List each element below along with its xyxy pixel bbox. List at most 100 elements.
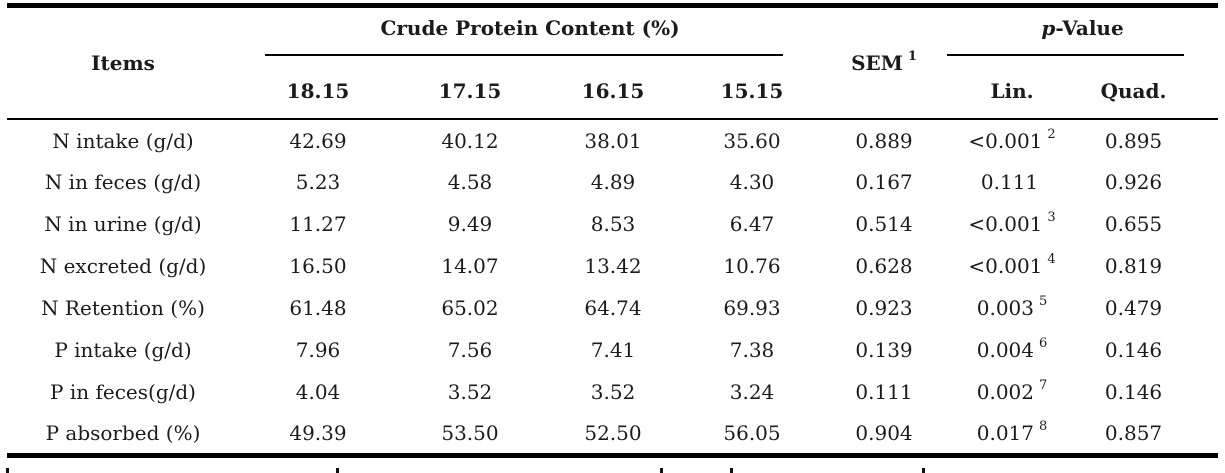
table-body: N intake (g/d) 42.69 40.12 38.01 35.60 0… — [7, 119, 1218, 455]
lin-column-header: Lin. — [947, 63, 1078, 120]
cell-cp2: 7.56 — [447, 338, 493, 362]
row-item-label: N excreted (g/d) — [39, 254, 207, 278]
lin-footnote-marker: 2 — [1047, 126, 1056, 142]
cell-cp4: 7.38 — [729, 338, 775, 362]
sem-label: SEM — [851, 51, 903, 75]
lin-footnote-marker: 3 — [1047, 210, 1056, 226]
sem-footnote-marker: 1 — [907, 49, 917, 65]
table-row: P in feces(g/d) 4.04 3.52 3.52 3.24 0.11… — [7, 371, 1218, 413]
cp-level-header-3: 16.15 — [543, 63, 683, 120]
table-row: N Retention (%) 61.48 65.02 64.74 69.93 … — [7, 287, 1218, 329]
cell-cp1: 42.69 — [289, 128, 347, 153]
cell-cp3: 4.89 — [590, 170, 636, 194]
cell-sem: 0.514 — [855, 212, 913, 236]
cell-cp4: 10.76 — [723, 254, 781, 278]
cell-cp3: 64.74 — [584, 296, 642, 320]
cell-lin: <0.001 2 — [968, 126, 1056, 153]
row-item-label: N intake (g/d) — [52, 128, 194, 153]
cell-cp4: 69.93 — [723, 296, 781, 320]
table-row: P absorbed (%) 49.39 53.50 52.50 56.05 0… — [7, 413, 1218, 455]
cell-sem: 0.904 — [855, 420, 913, 445]
cell-lin: 0.003 5 — [976, 294, 1048, 320]
cell-cp4: 3.24 — [729, 380, 775, 404]
cell-cp3: 3.52 — [590, 380, 636, 404]
cell-cp2: 14.07 — [441, 254, 499, 278]
cell-cp1: 16.50 — [289, 254, 347, 278]
p-value-group-header: p-Value — [947, 6, 1218, 64]
row-item-label: P absorbed (%) — [45, 420, 201, 445]
sem-column-header: SEM 1 — [821, 5, 948, 120]
crude-protein-spanner-rule — [265, 54, 784, 56]
cell-lin: <0.001 4 — [968, 252, 1056, 278]
cell-cp3: 52.50 — [584, 420, 642, 445]
table-row: N in urine (g/d) 11.27 9.49 8.53 6.47 0.… — [7, 203, 1218, 245]
cp-level-header-1: 18.15 — [239, 63, 397, 120]
cell-cp1: 11.27 — [289, 212, 347, 236]
cell-sem: 0.628 — [855, 254, 913, 278]
p-value-spanner-rule — [947, 54, 1185, 56]
table-header: Items Crude Protein Content (%) SEM 1 p-V… — [7, 5, 1219, 120]
lin-footnote-marker: 5 — [1039, 294, 1048, 310]
cell-cp3: 38.01 — [584, 128, 642, 153]
cell-quad: 0.895 — [1104, 128, 1163, 153]
cell-cp4: 56.05 — [723, 420, 781, 445]
cell-sem: 0.111 — [855, 380, 913, 404]
cell-cp2: 3.52 — [447, 380, 493, 404]
p-value-italic-p: p — [1041, 15, 1056, 40]
lin-footnote-marker: 7 — [1039, 378, 1048, 394]
cell-cp2: 40.12 — [441, 128, 499, 153]
row-item-label: N Retention (%) — [41, 296, 205, 320]
table-row: N intake (g/d) 42.69 40.12 38.01 35.60 0… — [7, 119, 1218, 161]
cell-quad: 0.926 — [1104, 170, 1163, 194]
items-column-header: Items — [7, 5, 239, 120]
cell-cp3: 7.41 — [590, 338, 636, 362]
cell-quad: 0.479 — [1104, 296, 1163, 320]
p-value-rest: -Value — [1055, 15, 1124, 40]
crude-protein-group-header: Crude Protein Content (%) — [239, 6, 821, 64]
cell-sem: 0.167 — [855, 170, 913, 194]
crude-protein-group-label: Crude Protein Content (%) — [380, 15, 680, 40]
cell-quad: 0.655 — [1104, 212, 1163, 236]
cell-cp1: 4.04 — [295, 380, 341, 404]
row-item-label: P intake (g/d) — [54, 338, 192, 362]
cell-cp4: 35.60 — [723, 128, 781, 153]
cell-cp3: 13.42 — [584, 254, 642, 278]
cell-lin: 0.002 7 — [976, 378, 1048, 404]
lin-footnote-marker: 8 — [1039, 419, 1048, 435]
cell-lin: 0.017 8 — [976, 419, 1048, 445]
cell-quad: 0.857 — [1104, 420, 1163, 445]
cell-cp1: 7.96 — [295, 338, 341, 362]
quad-column-header: Quad. — [1077, 63, 1219, 120]
row-item-label: N in urine (g/d) — [44, 212, 202, 236]
cell-lin: <0.001 3 — [968, 210, 1056, 236]
p-value-group-label: p-Value — [1041, 16, 1123, 40]
cp-level-header-2: 17.15 — [397, 63, 543, 120]
lin-footnote-marker: 4 — [1047, 252, 1056, 268]
cp-level-header-4: 15.15 — [683, 63, 822, 120]
cell-sem: 0.889 — [855, 128, 913, 153]
cell-quad: 0.819 — [1104, 254, 1163, 278]
cell-quad: 0.146 — [1104, 380, 1163, 404]
cell-cp4: 4.30 — [729, 170, 775, 194]
cell-cp3: 8.53 — [590, 212, 636, 236]
cell-cp1: 61.48 — [289, 296, 347, 320]
cell-cp4: 6.47 — [729, 212, 775, 236]
cell-lin: 0.004 6 — [976, 336, 1048, 362]
lin-footnote-marker: 6 — [1039, 336, 1048, 352]
cell-cp1: 49.39 — [289, 420, 347, 445]
cell-cp2: 65.02 — [441, 296, 499, 320]
row-item-label: P in feces(g/d) — [50, 380, 196, 404]
cell-sem: 0.923 — [855, 296, 913, 320]
table-row: P intake (g/d) 7.96 7.56 7.41 7.38 0.139… — [7, 329, 1218, 371]
cell-lin: 0.111 — [980, 170, 1039, 194]
cell-cp2: 53.50 — [441, 420, 499, 445]
cell-cp2: 9.49 — [447, 212, 493, 236]
row-item-label: N in feces (g/d) — [44, 170, 202, 194]
clipped-footnote-fragments — [0, 468, 1225, 473]
nutrient-balance-table: Items Crude Protein Content (%) SEM 1 p-V… — [7, 3, 1219, 458]
table-row: N excreted (g/d) 16.50 14.07 13.42 10.76… — [7, 245, 1218, 287]
cell-sem: 0.139 — [855, 338, 913, 362]
cell-quad: 0.146 — [1104, 338, 1163, 362]
cell-cp2: 4.58 — [447, 170, 493, 194]
